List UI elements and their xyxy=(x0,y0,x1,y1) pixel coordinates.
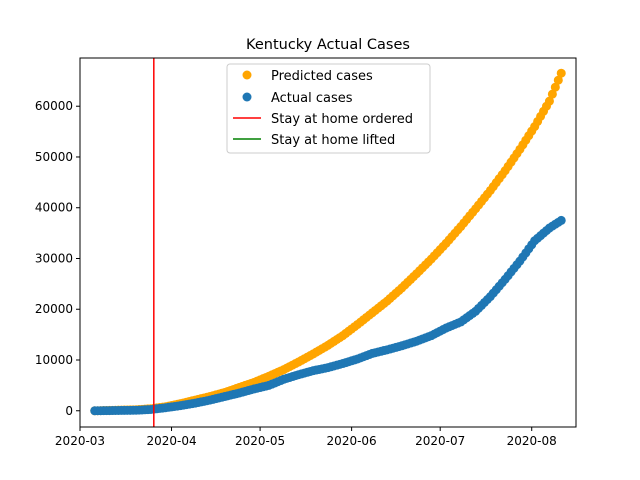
legend-box xyxy=(226,63,431,154)
legend-label: Stay at home ordered xyxy=(271,112,413,127)
x-tick-label: 2020-08 xyxy=(507,434,557,448)
x-tick-label: 2020-06 xyxy=(327,434,377,448)
x-tick-label: 2020-04 xyxy=(146,434,196,448)
y-axis: 0 10000 20000 30000 40000 50000 60000 xyxy=(35,99,80,418)
y-tick-label: 20000 xyxy=(35,302,73,316)
legend: Predicted cases Actual cases Stay at home … xyxy=(226,63,431,154)
legend-label: Predicted cases xyxy=(271,69,373,84)
x-tick-label: 2020-07 xyxy=(415,434,465,448)
y-tick-label: 60000 xyxy=(35,99,73,113)
axes-frame xyxy=(79,57,577,428)
data-point xyxy=(550,82,560,92)
y-tick-label: 50000 xyxy=(35,150,73,164)
data-point xyxy=(556,215,566,225)
data-point xyxy=(547,89,557,99)
legend-marker xyxy=(242,70,252,80)
legend-label: Actual cases xyxy=(271,91,353,106)
x-axis: 2020-03 2020-04 2020-05 2020-06 2020-07 2020-… xyxy=(55,427,557,448)
y-tick-label: 0 xyxy=(65,404,73,418)
data-point xyxy=(544,96,554,106)
chart-title: Kentucky Actual Cases xyxy=(246,37,410,53)
series-actual xyxy=(90,215,566,416)
data-point xyxy=(556,68,566,78)
legend-label: Stay at home lifted xyxy=(271,133,395,148)
data-point xyxy=(553,75,563,85)
y-tick-label: 10000 xyxy=(35,353,73,367)
plot-area xyxy=(90,58,566,427)
legend-marker xyxy=(242,92,252,102)
y-tick-label: 40000 xyxy=(35,201,73,215)
y-tick-label: 30000 xyxy=(35,251,73,265)
x-tick-label: 2020-05 xyxy=(235,434,285,448)
x-tick-label: 2020-03 xyxy=(55,434,105,448)
